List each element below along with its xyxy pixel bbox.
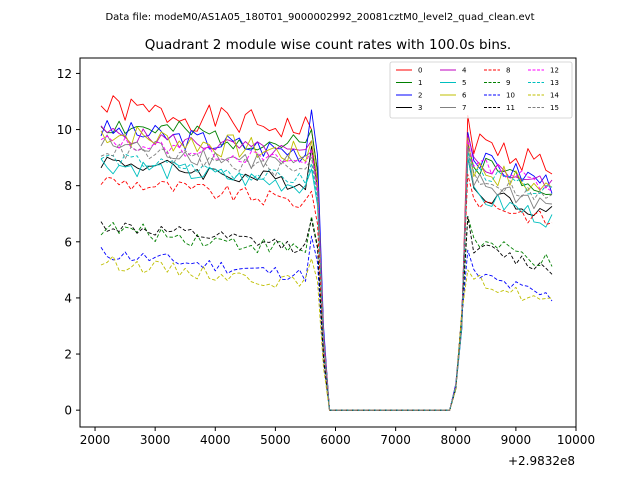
series-line-10	[100, 235, 553, 411]
x-tick-label: 5000	[260, 433, 291, 447]
legend-label-13: 13	[550, 79, 559, 87]
legend-label-0: 0	[418, 67, 422, 75]
x-tick-label: 2000	[80, 433, 111, 447]
legend-label-10: 10	[506, 92, 515, 100]
y-tick-label: 0	[64, 404, 72, 418]
x-tick-label: 8000	[440, 433, 471, 447]
x-tick-label: 6000	[320, 433, 351, 447]
x-tick-label: 9000	[501, 433, 532, 447]
legend-label-5: 5	[462, 79, 466, 87]
legend-label-12: 12	[550, 67, 559, 75]
legend-label-4: 4	[462, 67, 467, 75]
supertitle: Data file: modeM0/AS1A05_180T01_90000029…	[105, 12, 534, 23]
y-axis: 0 2 4 6 8 10 12	[57, 67, 80, 418]
legend-label-1: 1	[418, 79, 422, 87]
x-tick-label: 4000	[200, 433, 231, 447]
x-offset-label: +2.9832e8	[508, 454, 575, 468]
y-tick-label: 4	[64, 291, 72, 305]
y-tick-label: 12	[57, 67, 72, 81]
y-tick-label: 10	[57, 123, 72, 137]
legend-label-3: 3	[418, 104, 422, 112]
legend-label-11: 11	[506, 104, 515, 112]
y-tick-label: 2	[64, 348, 72, 362]
legend-label-15: 15	[550, 104, 559, 112]
x-tick-label: 3000	[140, 433, 171, 447]
legend-label-14: 14	[550, 92, 559, 100]
series-layer	[100, 95, 553, 411]
y-tick-label: 6	[64, 235, 72, 249]
x-tick-label: 10000	[557, 433, 595, 447]
x-tick-label: 7000	[380, 433, 411, 447]
chart-title: Quadrant 2 module wise count rates with …	[145, 37, 511, 53]
axes-frame	[79, 57, 577, 428]
series-line-6	[100, 126, 553, 411]
legend-label-9: 9	[506, 79, 510, 87]
legend-box	[389, 61, 573, 119]
y-tick-label: 8	[64, 179, 72, 193]
legend-label-6: 6	[462, 92, 467, 100]
series-line-11	[100, 216, 553, 411]
series-line-12	[100, 135, 553, 411]
series-line-14	[100, 255, 553, 411]
series-line-15	[100, 142, 553, 411]
x-axis: 2000 3000 4000 5000 6000 7000 8000 9000 10000	[80, 427, 595, 447]
legend-label-2: 2	[418, 92, 422, 100]
legend-label-8: 8	[506, 67, 510, 75]
series-line-2	[100, 109, 553, 411]
legend-label-7: 7	[462, 104, 466, 112]
series-line-8	[100, 174, 553, 411]
